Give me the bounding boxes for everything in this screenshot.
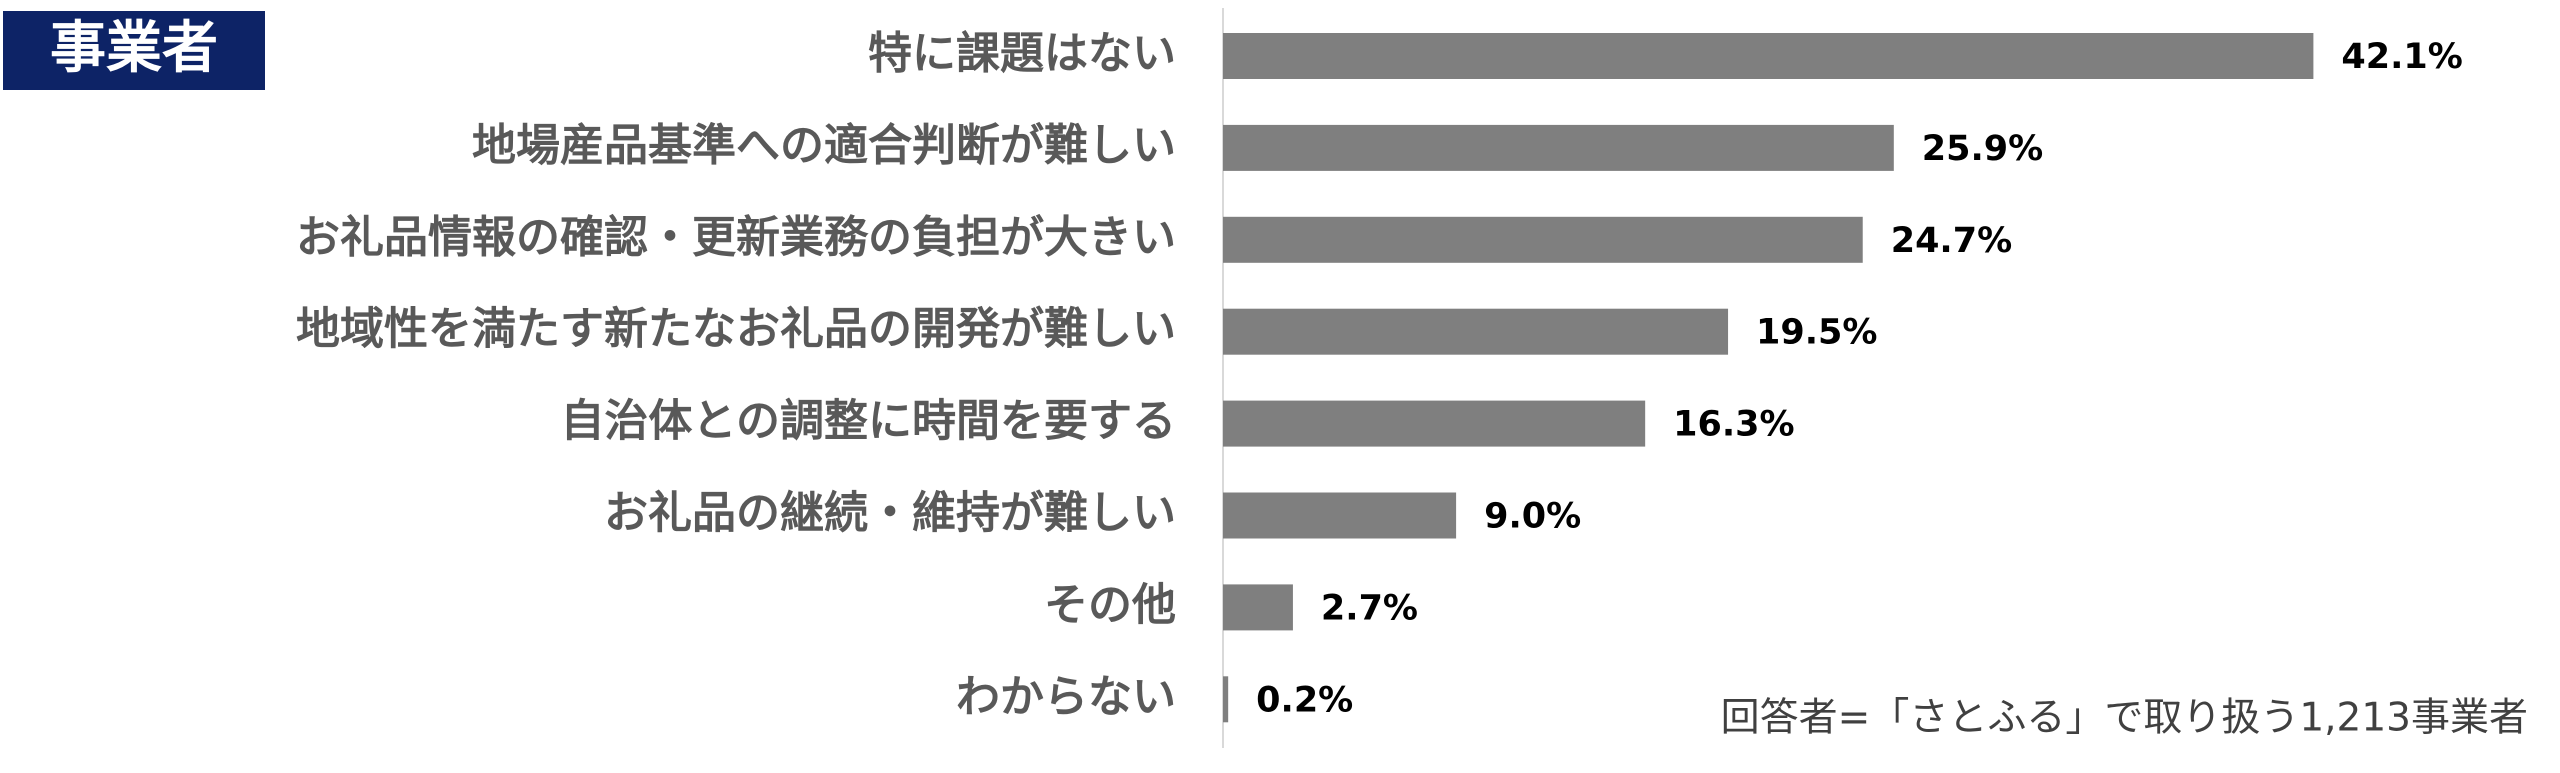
- value-label: 19.5%: [1756, 313, 1877, 353]
- category-label: 特に課題はない: [868, 28, 1176, 79]
- bar: [1223, 492, 1457, 539]
- bar: [1223, 308, 1729, 355]
- category-label: お礼品情報の確認・更新業務の負担が大きい: [296, 212, 1176, 263]
- value-label: 16.3%: [1673, 405, 1794, 445]
- value-label: 42.1%: [2341, 37, 2462, 77]
- note: 回答者=「さとふる」で取り扱う1,213事業者: [1721, 696, 2528, 741]
- bar: [1223, 676, 1229, 723]
- value-label: 25.9%: [1922, 129, 2043, 169]
- bar: [1223, 216, 1863, 263]
- category-label: 自治体との調整に時間を要する: [560, 396, 1176, 447]
- category-label: 地場産品基準への適合判断が難しい: [472, 120, 1176, 171]
- badge-background: [3, 11, 265, 90]
- value-label: 24.7%: [1891, 221, 2012, 261]
- value-label: 0.2%: [1256, 680, 1353, 720]
- bar: [1223, 124, 1894, 171]
- category-label: お礼品の継続・維持が難しい: [604, 488, 1176, 539]
- category-label: 地域性を満たす新たなお礼品の開発が難しい: [296, 304, 1176, 355]
- bar: [1223, 33, 2314, 79]
- badge: 事業者: [50, 16, 218, 81]
- value-label: 2.7%: [1321, 588, 1418, 628]
- value-label: 9.0%: [1484, 497, 1581, 537]
- category-label: わからない: [956, 671, 1176, 722]
- category-label: その他: [1044, 579, 1176, 630]
- bar: [1223, 584, 1293, 631]
- bar: [1223, 400, 1646, 447]
